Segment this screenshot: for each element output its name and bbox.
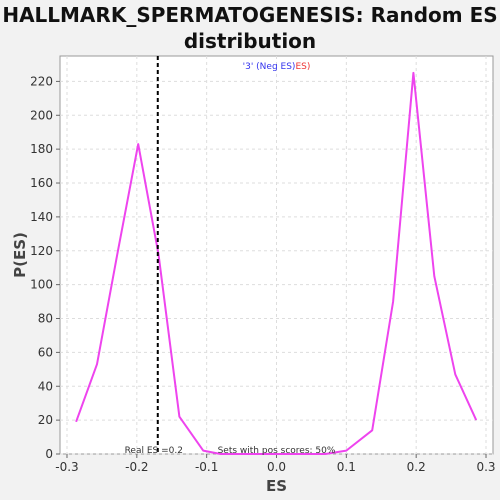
legend-label-neg-es: '3' (Neg ES) <box>243 62 296 72</box>
legend: '3' (Neg ES)ES) <box>243 62 311 72</box>
y-tick-label: 80 <box>38 312 53 326</box>
x-axis-label: ES <box>266 477 287 495</box>
x-tick-label: 0.0 <box>267 460 286 474</box>
y-tick-label: 220 <box>30 74 53 88</box>
y-tick-label: 40 <box>38 379 53 393</box>
series-line <box>75 71 478 455</box>
x-tick-label: 0.1 <box>337 460 356 474</box>
y-tick-label: 200 <box>30 108 53 122</box>
y-tick-label: 20 <box>38 413 53 427</box>
axes: -0.3 -0.2 -0.1 0.0 0.1 0.2 0.3 0 20 40 60 80 100 120 1… <box>30 74 495 474</box>
y-axis-label: P(ES) <box>11 232 29 278</box>
x-tick-label: -0.2 <box>125 460 148 474</box>
real-es-label: Real ES =0.2 <box>125 446 183 456</box>
grid-lines <box>60 56 493 455</box>
y-tick-label: 180 <box>30 142 53 156</box>
x-tick-label: -0.1 <box>195 460 218 474</box>
x-tick-label: 0.2 <box>407 460 426 474</box>
pos-scores-label: Sets with pos scores: 50% <box>218 446 336 456</box>
y-tick-label: 60 <box>38 345 53 359</box>
chart-title: HALLMARK_SPERMATOGENESIS: Random ES dist… <box>0 2 500 54</box>
series-layer <box>75 71 478 455</box>
y-tick-label: 140 <box>30 210 53 224</box>
y-tick-label: 100 <box>30 278 53 292</box>
x-tick-label: -0.3 <box>55 460 78 474</box>
chart-title-line1: HALLMARK_SPERMATOGENESIS: Random ES <box>2 3 498 27</box>
y-tick-label: 120 <box>30 244 53 258</box>
y-tick-label: 0 <box>45 447 53 461</box>
x-tick-label: 0.3 <box>476 460 495 474</box>
chart-title-line2: distribution <box>183 29 317 53</box>
y-tick-label: 160 <box>30 176 53 190</box>
legend-label-es: ES) <box>295 62 310 72</box>
